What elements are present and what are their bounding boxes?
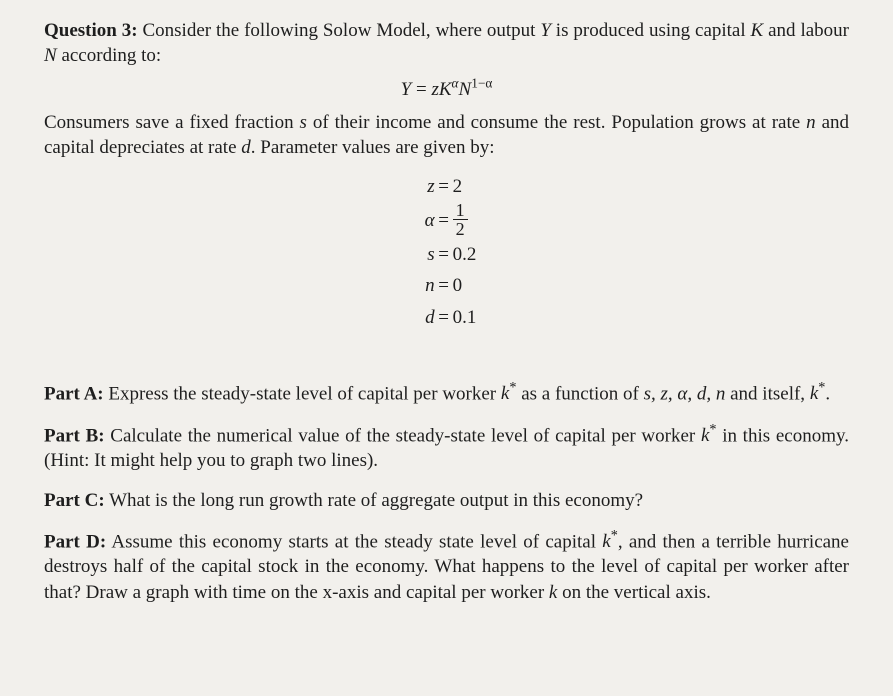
production-function: Y = zKαN1−α — [44, 75, 849, 103]
param-alpha: α = 1 2 — [417, 202, 477, 239]
part-a: Part A: Express the steady-state level o… — [44, 379, 849, 407]
p2-a: Consumers save a fixed fraction — [44, 112, 300, 133]
part-c: Part C: What is the long run growth rate… — [44, 488, 849, 513]
question-intro: Question 3: Consider the following Solow… — [44, 18, 849, 69]
fraction-one-half: 1 2 — [453, 201, 468, 238]
part-c-t1: What is the long run growth rate of aggr… — [105, 490, 643, 511]
intro-text-1: Consider the following Solow Model, wher… — [142, 20, 540, 41]
eq-K: K — [439, 79, 452, 100]
part-a-t2: as a function of — [516, 383, 643, 404]
param-z: z = 2 — [417, 171, 477, 202]
assumptions-text: Consumers save a fixed fraction s of the… — [44, 110, 849, 161]
part-a-label: Part A: — [44, 383, 104, 404]
var-K: K — [751, 20, 764, 41]
var-Y: Y — [540, 20, 551, 41]
part-d-t1: Assume this economy starts at the steady… — [106, 531, 602, 552]
part-a-varlist: s, z, α, d, n — [644, 383, 726, 404]
eq-sup-alpha: α — [452, 76, 459, 91]
param-d: d = 0.1 — [417, 302, 477, 333]
part-b-label: Part B: — [44, 425, 105, 446]
intro-text-3: and labour — [763, 20, 849, 41]
part-d-label: Part D: — [44, 531, 106, 552]
intro-text-2: is produced using capital — [551, 20, 751, 41]
part-a-t1: Express the steady-state level of capita… — [104, 383, 501, 404]
part-c-label: Part C: — [44, 490, 105, 511]
question-label: Question 3: — [44, 20, 138, 41]
eq-equals: = — [411, 79, 431, 100]
eq-sup-1ma: 1−α — [471, 76, 492, 91]
part-d-t3: on the vertical axis. — [557, 582, 711, 603]
part-b: Part B: Calculate the numerical value of… — [44, 421, 849, 474]
part-a-t3: and itself, — [725, 383, 809, 404]
part-b-t1: Calculate the numerical value of the ste… — [105, 425, 701, 446]
eq-lhs: Y — [401, 79, 412, 100]
p2-b: of their income and consume the rest. Po… — [307, 112, 806, 133]
part-a-t4: . — [825, 383, 830, 404]
var-N: N — [44, 45, 57, 66]
p2-d: d — [241, 137, 251, 158]
parameter-block: z = 2 α = 1 2 s = 0.2 n = 0 d = — [44, 167, 849, 335]
part-d: Part D: Assume this economy starts at th… — [44, 527, 849, 605]
p2-e: . Parameter values are given by: — [251, 137, 495, 158]
p2-s: s — [300, 112, 307, 133]
eq-z: z — [431, 79, 438, 100]
intro-text-4: according to: — [57, 45, 161, 66]
eq-N: N — [459, 79, 472, 100]
param-n: n = 0 — [417, 270, 477, 301]
p2-n: n — [806, 112, 816, 133]
param-s: s = 0.2 — [417, 239, 477, 270]
